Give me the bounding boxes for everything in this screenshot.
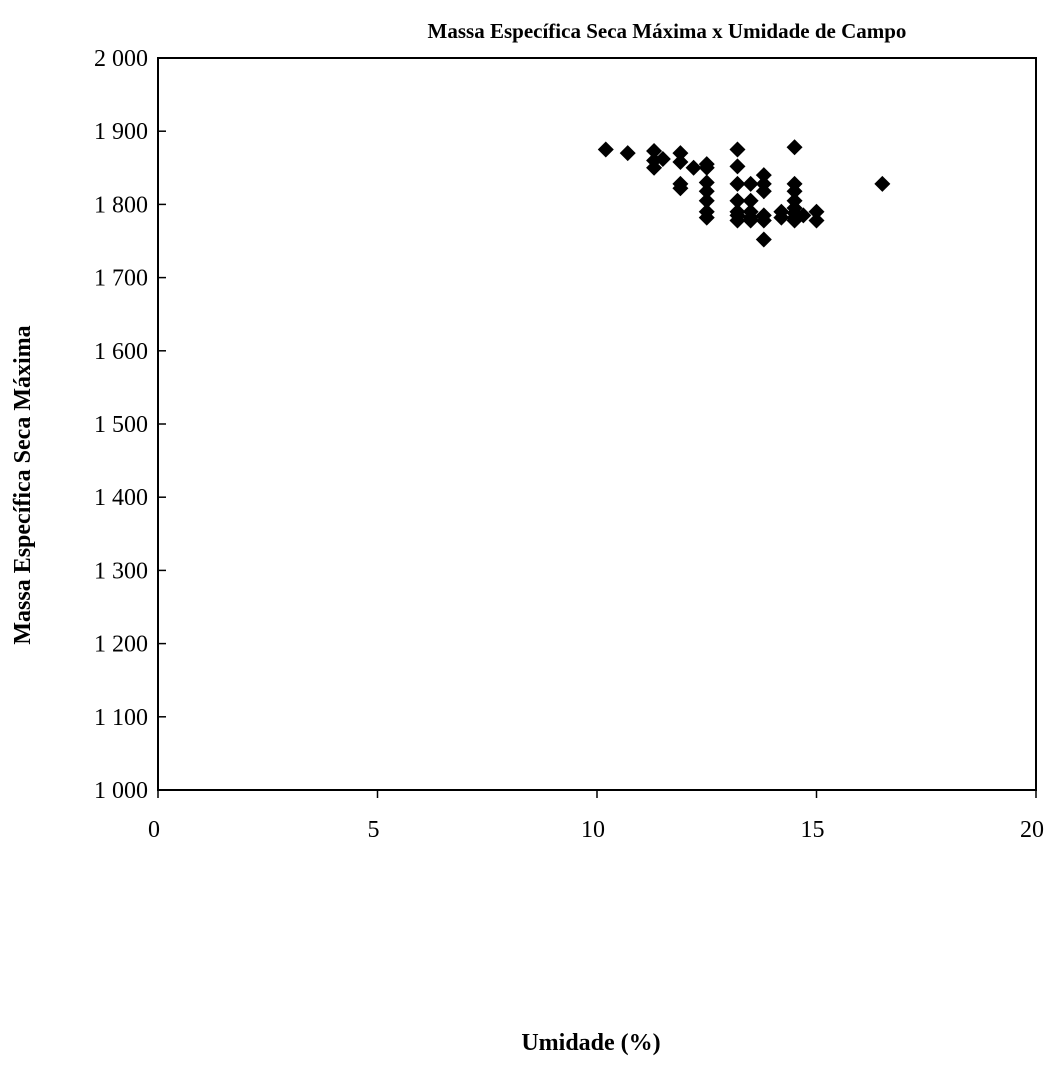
data-point (742, 175, 759, 192)
plot-area (157, 57, 1037, 791)
x-tick-label: 15 (801, 817, 825, 843)
data-point (795, 207, 812, 224)
data-point (729, 175, 746, 192)
data-point (742, 192, 759, 209)
y-tick-label: 1 700 (94, 266, 148, 292)
y-tick-label: 1 100 (94, 705, 148, 731)
data-point (729, 212, 746, 229)
data-point (646, 159, 663, 176)
data-point (755, 231, 772, 248)
data-point (698, 192, 715, 209)
data-point (698, 209, 715, 226)
data-point (786, 183, 803, 200)
x-tick-label: 5 (368, 817, 380, 843)
y-tick-label: 1 400 (94, 485, 148, 511)
data-point (755, 167, 772, 184)
data-point (808, 203, 825, 220)
x-axis: 0 5 10 15 20 (148, 790, 1044, 843)
data-point (654, 151, 671, 168)
y-tick-label: 1 900 (94, 119, 148, 145)
data-point (672, 153, 689, 170)
data-point (597, 141, 614, 158)
data-point (786, 139, 803, 156)
x-tick-label: 0 (148, 817, 160, 843)
x-tick-label: 10 (581, 817, 605, 843)
data-point (698, 183, 715, 200)
data-point (755, 183, 772, 200)
data-point (619, 145, 636, 162)
data-point (874, 175, 891, 192)
data-point (729, 158, 746, 175)
data-points (597, 139, 891, 248)
data-point (729, 141, 746, 158)
data-point (672, 180, 689, 197)
data-point (808, 212, 825, 229)
y-axis: 1 000 1 100 1 200 1 300 1 400 1 500 1 600 1 700… (94, 46, 166, 804)
y-tick-label: 1 800 (94, 192, 148, 218)
y-tick-label: 2 000 (94, 46, 148, 72)
data-point (672, 145, 689, 162)
y-tick-label: 1 200 (94, 632, 148, 658)
data-point (729, 192, 746, 209)
data-point (698, 174, 715, 191)
y-tick-label: 1 600 (94, 339, 148, 365)
x-axis-label: Umidade (%) (521, 1030, 660, 1056)
data-point (685, 159, 702, 176)
x-tick-label: 20 (1020, 817, 1044, 843)
data-point (698, 159, 715, 176)
y-tick-label: 1 000 (94, 778, 148, 804)
y-axis-label: Massa Específica Seca Máxima (10, 325, 36, 644)
y-tick-label: 1 500 (94, 412, 148, 438)
chart-title: Massa Específica Seca Máxima x Umidade d… (428, 19, 907, 43)
y-tick-label: 1 300 (94, 558, 148, 584)
data-point (773, 209, 790, 226)
data-point (742, 212, 759, 229)
data-point (755, 212, 772, 229)
data-point (646, 142, 663, 159)
